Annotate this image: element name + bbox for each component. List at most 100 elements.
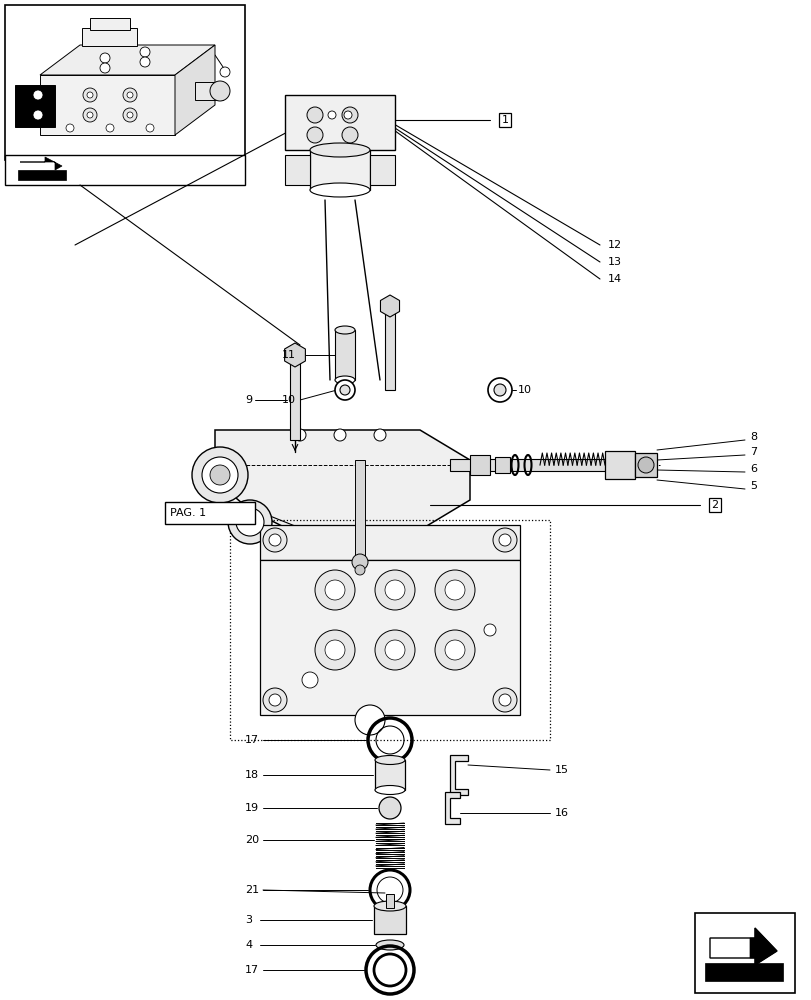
- Circle shape: [384, 640, 405, 660]
- Circle shape: [87, 112, 93, 118]
- Bar: [90, 18, 130, 30]
- Circle shape: [220, 67, 230, 77]
- Circle shape: [444, 580, 465, 600]
- Circle shape: [354, 705, 384, 735]
- Circle shape: [100, 53, 109, 63]
- Ellipse shape: [335, 326, 354, 334]
- Text: 1: 1: [501, 115, 508, 125]
- Circle shape: [435, 630, 474, 670]
- Text: 7: 7: [749, 447, 756, 457]
- Bar: [15, 85, 55, 127]
- Bar: [82, 28, 137, 46]
- Circle shape: [315, 630, 354, 670]
- Polygon shape: [40, 45, 215, 75]
- Polygon shape: [260, 560, 519, 715]
- Polygon shape: [449, 755, 467, 795]
- Circle shape: [302, 672, 318, 688]
- Bar: [694, 913, 794, 993]
- Circle shape: [351, 554, 367, 570]
- Polygon shape: [749, 928, 776, 965]
- Bar: [18, 170, 66, 180]
- Circle shape: [127, 92, 133, 98]
- Circle shape: [228, 500, 272, 544]
- Text: 12: 12: [607, 240, 621, 250]
- Polygon shape: [215, 430, 470, 530]
- Bar: [290, 360, 299, 440]
- Ellipse shape: [375, 756, 405, 764]
- Text: 21: 21: [245, 885, 259, 895]
- Circle shape: [307, 127, 323, 143]
- Circle shape: [483, 624, 496, 636]
- Text: PAG. 1: PAG. 1: [169, 508, 206, 518]
- Circle shape: [384, 580, 405, 600]
- Polygon shape: [380, 295, 399, 317]
- Circle shape: [341, 107, 358, 123]
- Bar: [370, 155, 394, 185]
- Circle shape: [354, 565, 365, 575]
- Circle shape: [375, 630, 414, 670]
- Circle shape: [492, 528, 517, 552]
- Text: 8: 8: [749, 432, 756, 442]
- Text: 18: 18: [245, 770, 259, 780]
- Bar: [385, 894, 393, 908]
- Circle shape: [294, 429, 306, 441]
- Circle shape: [210, 465, 230, 485]
- Circle shape: [324, 580, 345, 600]
- Ellipse shape: [310, 183, 370, 197]
- Bar: [5, 5, 245, 160]
- Text: 10: 10: [517, 385, 531, 395]
- Text: 19: 19: [245, 803, 259, 813]
- Text: 5: 5: [749, 481, 756, 491]
- Circle shape: [83, 108, 97, 122]
- Polygon shape: [175, 45, 215, 135]
- Bar: [375, 760, 405, 790]
- Circle shape: [374, 429, 385, 441]
- Ellipse shape: [375, 940, 404, 950]
- Circle shape: [493, 384, 505, 396]
- Bar: [449, 459, 620, 471]
- Circle shape: [340, 385, 350, 395]
- Circle shape: [328, 111, 336, 119]
- Text: 11: 11: [281, 350, 296, 360]
- Ellipse shape: [375, 785, 405, 794]
- Circle shape: [333, 429, 345, 441]
- Circle shape: [268, 694, 281, 706]
- Bar: [335, 330, 354, 380]
- Circle shape: [444, 640, 465, 660]
- Polygon shape: [285, 343, 305, 367]
- Circle shape: [66, 124, 74, 132]
- Circle shape: [335, 380, 354, 400]
- Circle shape: [122, 88, 137, 102]
- Bar: [195, 82, 223, 100]
- Text: 14: 14: [607, 274, 621, 284]
- Bar: [604, 451, 634, 479]
- Circle shape: [33, 110, 43, 120]
- Circle shape: [375, 570, 414, 610]
- Bar: [5, 155, 245, 185]
- Bar: [285, 155, 310, 185]
- Text: 9: 9: [245, 395, 251, 405]
- Circle shape: [139, 57, 150, 67]
- Bar: [495, 457, 509, 473]
- Circle shape: [139, 47, 150, 57]
- Circle shape: [263, 528, 286, 552]
- Bar: [384, 310, 394, 390]
- Text: 16: 16: [554, 808, 569, 818]
- Polygon shape: [40, 75, 175, 135]
- Circle shape: [499, 534, 510, 546]
- Bar: [354, 460, 365, 560]
- Circle shape: [307, 107, 323, 123]
- Text: 20: 20: [245, 835, 259, 845]
- Text: 2: 2: [710, 500, 718, 510]
- Ellipse shape: [335, 376, 354, 384]
- Circle shape: [106, 124, 114, 132]
- Bar: [704, 963, 782, 981]
- Polygon shape: [444, 792, 460, 824]
- Circle shape: [492, 688, 517, 712]
- Polygon shape: [20, 157, 62, 170]
- Text: 3: 3: [245, 915, 251, 925]
- Text: 17: 17: [245, 735, 259, 745]
- Circle shape: [127, 112, 133, 118]
- Circle shape: [33, 90, 43, 100]
- Circle shape: [236, 508, 264, 536]
